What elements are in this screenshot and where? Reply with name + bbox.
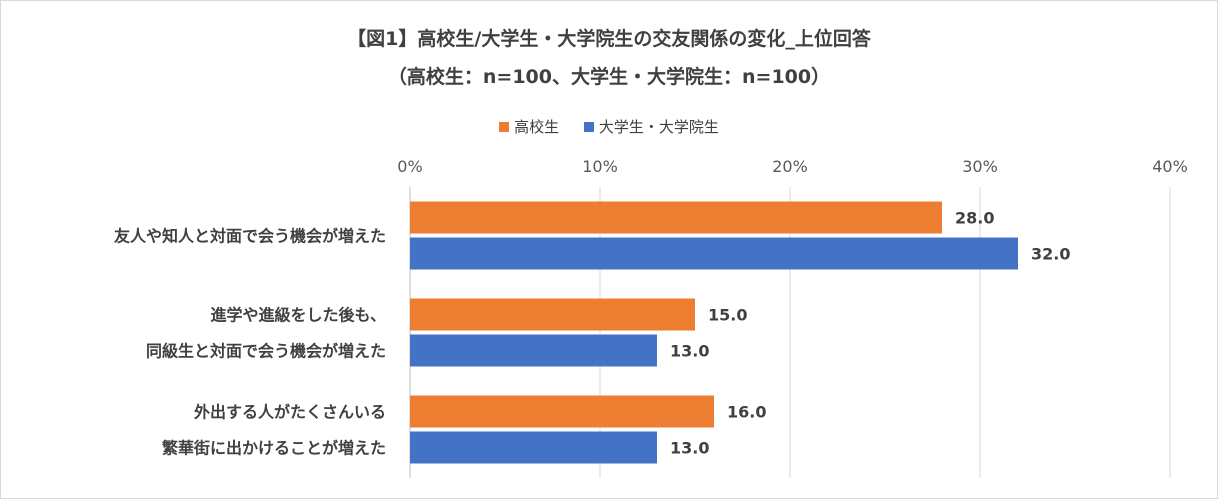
legend-label-university: 大学生・大学院生 [598, 118, 719, 136]
bar-high-school [410, 201, 942, 234]
legend-swatch-university [583, 121, 594, 132]
category-label: 進学や進級をした後も、 [210, 306, 386, 325]
data-label: 15.0 [708, 306, 747, 325]
x-tick-label: 40% [1152, 157, 1188, 176]
category-label: 繁華街に出かけることが増えた [161, 439, 386, 458]
bar-university [410, 237, 1018, 270]
data-label: 32.0 [1031, 245, 1070, 264]
x-tick-label: 20% [772, 157, 808, 176]
data-label: 16.0 [727, 403, 766, 422]
bar-university [410, 334, 657, 367]
x-tick-label: 10% [582, 157, 618, 176]
legend-item-university: 大学生・大学院生 [583, 116, 719, 137]
chart-title: 【図1】高校生/大学生・大学院生の交友関係の変化_上位回答 [347, 28, 871, 50]
legend: 高校生 大学生・大学院生 [0, 116, 1218, 137]
category-label: 友人や知人と対面で会う機会が増えた [114, 227, 386, 246]
x-tick-label: 0% [397, 157, 422, 176]
legend-label-high-school: 高校生 [514, 118, 560, 136]
category-label: 外出する人がたくさんいる [193, 403, 386, 422]
category-label: 同級生と対面で会う機会が増えた [146, 342, 386, 361]
data-label: 13.0 [670, 439, 709, 458]
bar-university [410, 431, 657, 464]
data-label: 28.0 [955, 209, 994, 228]
chart-subtitle: （高校生：n=100、大学生・大学院生：n=100） [387, 66, 831, 88]
bar-high-school [410, 298, 695, 331]
legend-swatch-high-school [499, 121, 510, 132]
x-tick-label: 30% [962, 157, 998, 176]
legend-item-high-school: 高校生 [499, 116, 559, 137]
data-label: 13.0 [670, 342, 709, 361]
bar-high-school [410, 395, 714, 428]
